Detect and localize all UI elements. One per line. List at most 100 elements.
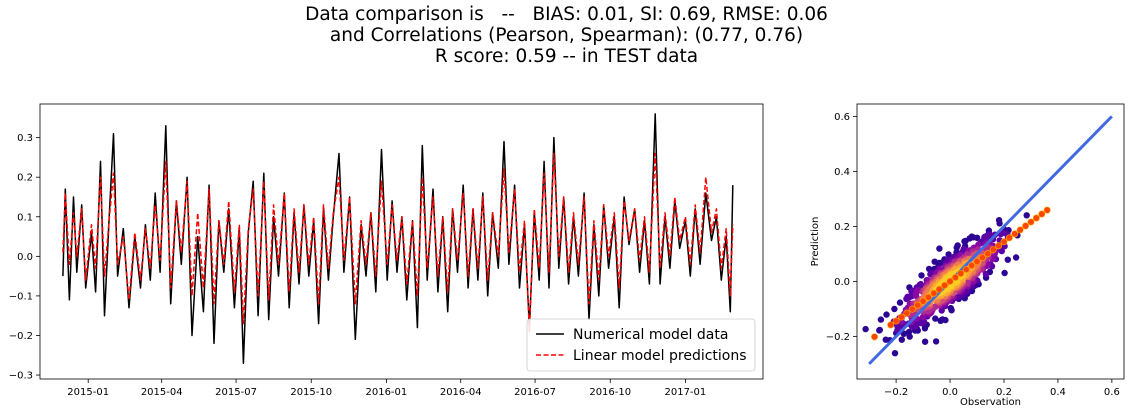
- scatter-y-tick-label: −0.2: [826, 332, 850, 343]
- scatter-x-tick-label: 0.4: [1050, 387, 1066, 398]
- scatter-point: [996, 220, 1003, 227]
- y-tick-label: 0.1: [17, 212, 33, 223]
- legend-label-linear-model: Linear model predictions: [573, 348, 747, 364]
- legend: Numerical model data Linear model predict…: [526, 318, 756, 372]
- x-tick-label: 2016-10: [589, 387, 631, 398]
- y-tick-label: 0.0: [17, 252, 33, 263]
- x-tick-label: 2015-10: [290, 387, 332, 398]
- y-tick-label: 0.2: [17, 173, 33, 184]
- scatter-y-axis-label: Prediction: [810, 217, 821, 267]
- fit-point: [1000, 238, 1008, 246]
- figure-title-line-3: R score: 0.59 -- in TEST data: [434, 46, 699, 67]
- scatter-point: [918, 272, 925, 279]
- y-tick-label: −0.2: [9, 331, 33, 342]
- scatter-point: [1001, 269, 1008, 277]
- scatter-x-tick-label: −0.2: [884, 387, 908, 398]
- scatter-y-tick-label: 0.0: [834, 277, 850, 288]
- fit-point: [935, 285, 943, 293]
- scatter-point: [932, 338, 940, 345]
- timeseries-axes: −0.3 −0.2 −0.1 0.0 0.1 0.2 0.3 2015-01 2015-04 20…: [9, 103, 764, 398]
- x-tick-label: 2016-07: [514, 387, 556, 398]
- scatter-x-tick-label: 0.6: [1104, 387, 1120, 398]
- fit-point: [871, 333, 879, 341]
- fit-point: [951, 273, 959, 281]
- fit-point: [924, 293, 932, 301]
- fit-point: [968, 262, 976, 270]
- figure-title-line-1: Data comparison is -- BIAS: 0.01, SI: 0.…: [305, 4, 828, 25]
- scatter-point: [862, 325, 869, 333]
- scatter-point: [883, 311, 890, 318]
- legend-box: [526, 318, 756, 372]
- fit-point: [1032, 214, 1040, 222]
- scatter-point: [1012, 254, 1020, 261]
- scatter-frame: [856, 103, 1125, 380]
- fit-point: [957, 269, 965, 277]
- fit-point: [1011, 230, 1019, 238]
- scatter-point: [905, 328, 913, 336]
- scatter-point: [912, 292, 920, 300]
- y-tick-label: −0.3: [9, 371, 33, 382]
- x-tick-label: 2016-01: [365, 387, 407, 398]
- fit-point: [887, 321, 895, 329]
- fit-point: [908, 305, 916, 313]
- scatter-y-tick-label: 0.6: [834, 112, 850, 123]
- scatter-point: [947, 304, 954, 312]
- fit-point: [962, 265, 970, 273]
- x-tick-label: 2017-01: [664, 387, 706, 398]
- scatter-point: [891, 350, 899, 357]
- fit-point: [1027, 218, 1035, 226]
- scatter-x-tick-label: 0.0: [942, 387, 958, 398]
- scatter-x-tick-label: 0.2: [996, 387, 1012, 398]
- timeseries-frame: [39, 103, 764, 380]
- legend-label-numerical-model: Numerical model data: [573, 327, 728, 343]
- fit-point: [914, 301, 922, 309]
- series-line-linear-model: [62, 152, 734, 333]
- scatter-point: [936, 245, 943, 252]
- fit-point: [995, 242, 1003, 250]
- scatter-point: [962, 237, 969, 245]
- figure-title-line-2: and Correlations (Pearson, Spearman): (0…: [329, 25, 804, 46]
- fit-point: [930, 289, 938, 297]
- fit-point: [1022, 222, 1030, 230]
- scatter-x-axis-label: Observation: [960, 397, 1021, 408]
- scatter-point: [973, 234, 981, 241]
- y-tick-label: −0.1: [9, 291, 33, 302]
- fit-point: [892, 317, 900, 325]
- scatter-point: [945, 251, 952, 258]
- scatter-point: [1023, 212, 1030, 219]
- x-tick-label: 2015-04: [141, 387, 183, 398]
- scatter-point: [896, 299, 904, 306]
- scatter-point: [921, 338, 929, 345]
- scatter-point: [898, 336, 905, 343]
- fit-point: [1038, 210, 1046, 218]
- fit-point: [1016, 226, 1024, 234]
- fit-point: [989, 246, 997, 254]
- scatter-point: [876, 326, 883, 334]
- scatter-point: [998, 247, 1005, 254]
- fit-point: [903, 309, 911, 317]
- scatter-y-tick-label: 0.4: [834, 167, 850, 178]
- x-tick-label: 2016-04: [440, 387, 482, 398]
- y-tick-label: 0.3: [17, 133, 33, 144]
- fit-point: [897, 313, 905, 321]
- fit-point: [984, 250, 992, 258]
- fit-point: [919, 297, 927, 305]
- fit-point: [1043, 206, 1051, 214]
- scatter-point: [1004, 256, 1011, 263]
- x-tick-label: 2015-07: [215, 387, 257, 398]
- scatter-point: [932, 315, 939, 322]
- scatter-point: [953, 244, 960, 251]
- fit-point: [941, 281, 949, 289]
- scatter-point: [982, 270, 990, 278]
- scatter-axes: −0.2 0.0 0.2 0.4 0.6 −0.2 0.0 0.2 0.4 0.6 Observat…: [810, 103, 1125, 408]
- fit-point: [1005, 234, 1013, 242]
- identity-line: [868, 115, 1113, 365]
- fit-point: [978, 254, 986, 262]
- scatter-point: [882, 336, 889, 343]
- x-tick-label: 2015-01: [67, 387, 109, 398]
- scatter-y-tick-label: 0.2: [834, 222, 850, 233]
- scatter-point: [891, 305, 898, 313]
- scatter-point: [877, 316, 885, 323]
- scatter-point: [939, 316, 946, 323]
